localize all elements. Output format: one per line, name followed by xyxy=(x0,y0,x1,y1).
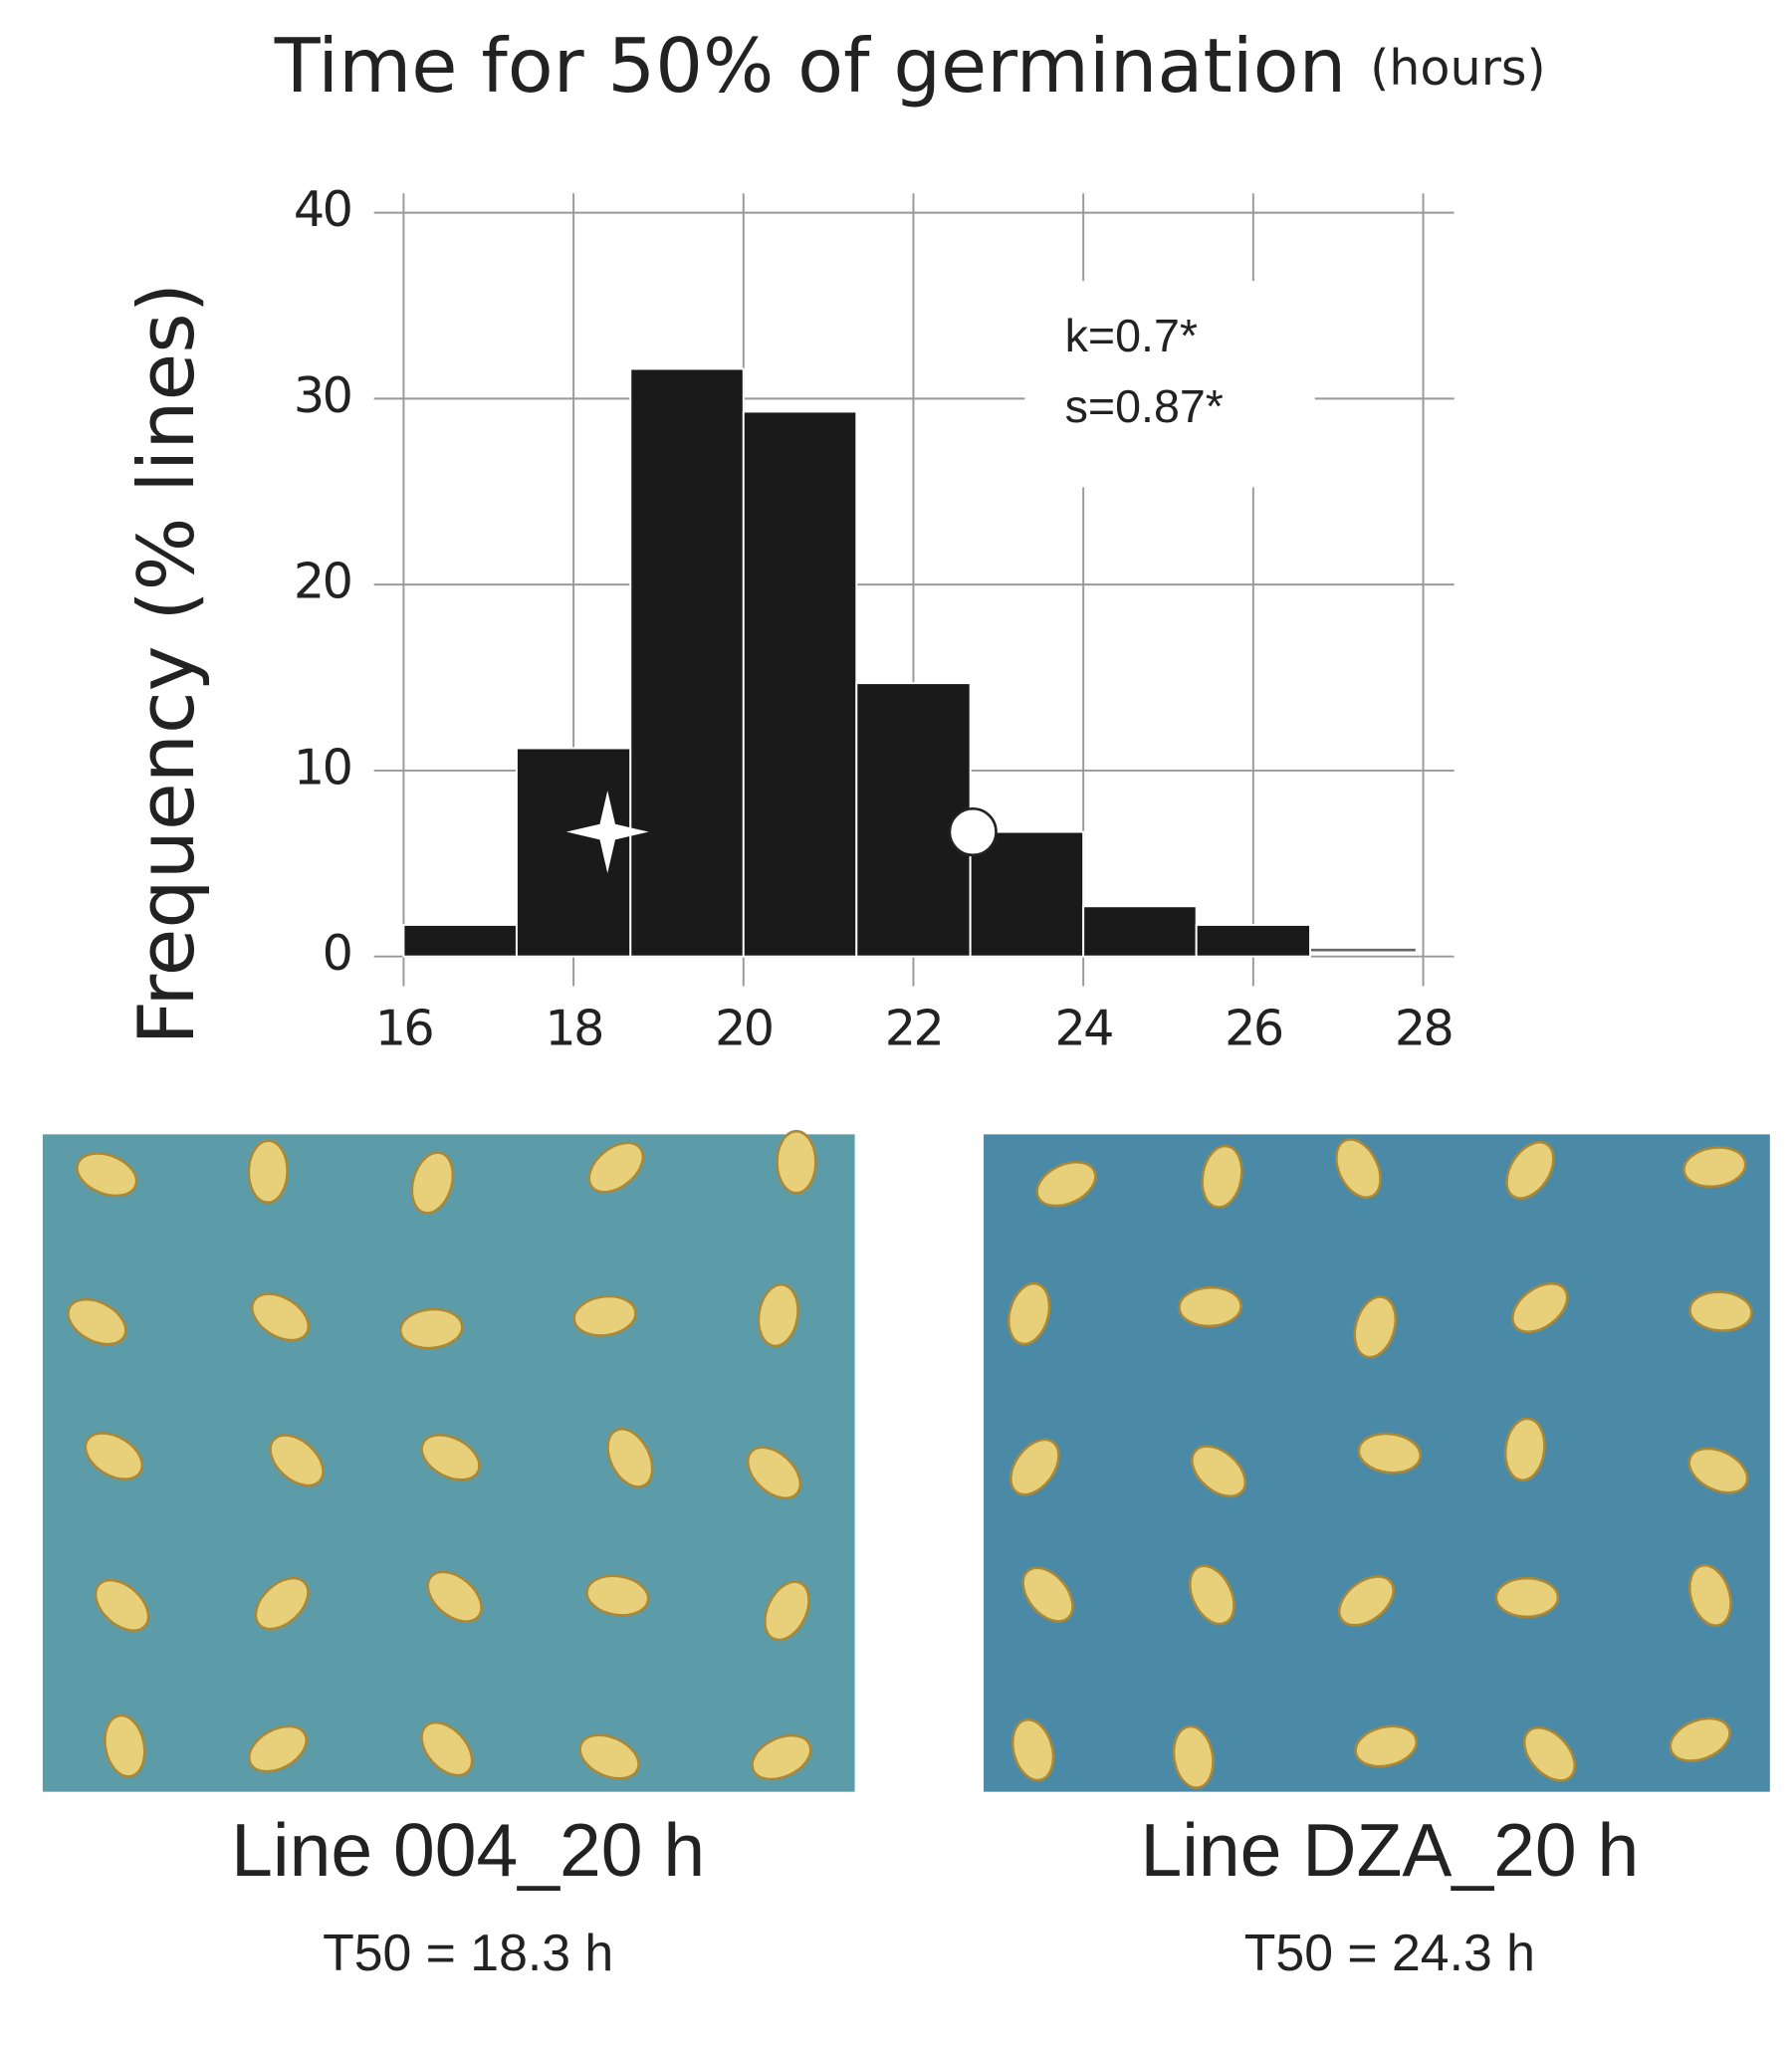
plot-area: 0 10 20 30 40 16 18 20 22 24 26 28 k=0.7* s=0.87* xyxy=(294,180,1455,1056)
circle-marker xyxy=(948,806,998,857)
seed xyxy=(587,1141,645,1194)
seed xyxy=(67,1297,127,1346)
seed xyxy=(76,1152,138,1198)
seed xyxy=(585,1574,650,1617)
seed xyxy=(572,1294,637,1337)
seed xyxy=(1687,1447,1749,1494)
seed xyxy=(606,1428,654,1488)
seed xyxy=(410,1151,455,1215)
seed xyxy=(1201,1144,1243,1209)
y-tick-label: 20 xyxy=(294,553,351,610)
x-tick-label: 28 xyxy=(1395,999,1452,1056)
seed xyxy=(1511,1281,1569,1334)
y-tick-label: 10 xyxy=(294,738,351,796)
seed xyxy=(254,1576,310,1631)
seed xyxy=(1010,1717,1055,1782)
x-tick-label: 16 xyxy=(375,999,433,1056)
y-tick-label: 30 xyxy=(294,366,351,424)
y-axis-label: Frequency (% lines) xyxy=(122,283,212,1045)
x-tick-label: 22 xyxy=(885,999,942,1056)
seed xyxy=(1191,1445,1247,1498)
y-tick-label: 0 xyxy=(323,924,351,982)
seed xyxy=(1178,1285,1242,1328)
x-tick-label: 18 xyxy=(545,999,601,1056)
panel-caption: Line DZA_20 h xyxy=(1140,1808,1639,1892)
seed xyxy=(1335,1138,1382,1200)
seed xyxy=(269,1434,325,1487)
seed xyxy=(1354,1724,1419,1768)
chart-title: Time for 50% of germination (hours) xyxy=(274,22,1546,110)
seed xyxy=(1353,1295,1398,1359)
seed xyxy=(420,1434,481,1481)
seed xyxy=(1357,1432,1422,1475)
annotation: k=0.7* xyxy=(1065,310,1198,361)
seed xyxy=(578,1733,640,1780)
seed xyxy=(104,1713,146,1778)
panel-subcaption: T50 = 24.3 h xyxy=(1244,1924,1535,1981)
seed xyxy=(1682,1146,1747,1189)
annotation-background xyxy=(1024,281,1315,488)
seed xyxy=(1188,1564,1235,1626)
seed xyxy=(776,1129,817,1195)
title-main: Time for 50% of germination xyxy=(274,22,1346,110)
seed xyxy=(1007,1281,1051,1346)
histogram-bar xyxy=(855,682,972,958)
seed xyxy=(746,1446,802,1500)
seed xyxy=(1669,1716,1731,1762)
histogram-bar xyxy=(742,410,858,958)
histogram-bar xyxy=(515,747,632,958)
seed xyxy=(1687,1563,1732,1628)
seed xyxy=(1035,1160,1097,1208)
seed xyxy=(398,1307,464,1350)
seed xyxy=(1522,1726,1577,1782)
seed xyxy=(426,1570,483,1623)
histogram-bar xyxy=(1195,923,1312,958)
photo-panels: Line 004_20 h T50 = 18.3 h Line DZA_20 h T5… xyxy=(42,1129,1770,1981)
panel-caption: Line 004_20 h xyxy=(231,1808,705,1892)
seed xyxy=(751,1733,812,1781)
x-tick-label: 26 xyxy=(1225,999,1282,1056)
seed xyxy=(1688,1290,1753,1332)
seed xyxy=(84,1432,144,1480)
y-tick-label: 40 xyxy=(294,180,351,238)
histogram-bar xyxy=(1082,905,1198,958)
seed xyxy=(250,1292,311,1342)
seed xyxy=(247,1724,309,1773)
seed xyxy=(757,1282,799,1348)
histogram-bar xyxy=(629,367,745,958)
seed xyxy=(1021,1566,1074,1623)
panel-subcaption: T50 = 18.3 h xyxy=(323,1924,613,1981)
seed xyxy=(1008,1438,1060,1496)
seed xyxy=(420,1720,474,1777)
seed xyxy=(1503,1417,1546,1482)
annotation: s=0.87* xyxy=(1065,380,1224,432)
x-tick-label: 20 xyxy=(715,999,773,1056)
seed xyxy=(763,1580,810,1642)
star-marker xyxy=(565,791,649,873)
seed xyxy=(1337,1575,1395,1627)
x-tick-label: 24 xyxy=(1054,999,1112,1056)
histogram-bar xyxy=(402,923,518,958)
title-unit: (hours) xyxy=(1370,39,1546,97)
seed xyxy=(1505,1141,1555,1200)
seed xyxy=(1494,1576,1560,1619)
seed xyxy=(94,1578,150,1633)
seed xyxy=(1172,1724,1215,1789)
seed xyxy=(247,1139,289,1205)
histogram-bar xyxy=(969,830,1085,958)
